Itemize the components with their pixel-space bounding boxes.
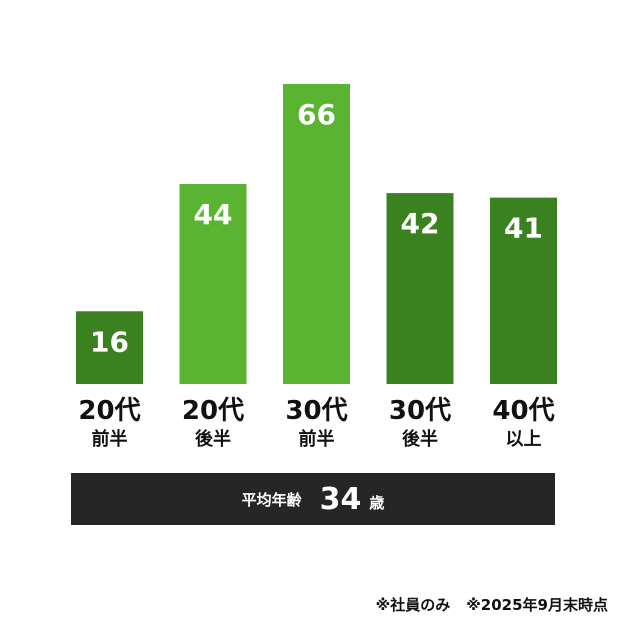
- bar-0: [76, 311, 143, 384]
- category-main-2: 30代: [285, 396, 348, 426]
- bar-value-label-1: 44: [194, 198, 233, 231]
- category-label-0: 20代前半: [60, 396, 160, 452]
- category-main-4: 40代: [492, 396, 555, 426]
- category-sub-1: 後半: [195, 429, 231, 450]
- average-age-box: 平均年齢 34 歳: [71, 473, 555, 525]
- bar-3: [386, 193, 454, 384]
- category-main-1: 20代: [181, 396, 245, 426]
- footnote-as-of-date: ※2025年9月末時点: [466, 596, 608, 614]
- category-label-1: 20代後半: [163, 396, 263, 452]
- category-sub-4: 以上: [505, 429, 542, 450]
- average-age-unit: 歳: [369, 493, 385, 512]
- footnote-employees-only: ※社員のみ: [375, 596, 451, 614]
- bar-4: [490, 197, 557, 384]
- category-sub-3: 後半: [402, 429, 438, 450]
- bar-value-label-3: 42: [401, 207, 440, 240]
- category-sub-0: 前半: [91, 429, 128, 450]
- bar-value-label-2: 66: [297, 98, 336, 131]
- category-label-4: 40代以上: [474, 396, 574, 452]
- category-label-3: 30代後半: [370, 396, 470, 452]
- category-label-2: 30代前半: [267, 396, 367, 452]
- category-main-0: 20代: [78, 396, 141, 426]
- bar-1: [179, 184, 247, 384]
- category-main-3: 30代: [388, 396, 452, 426]
- average-age-label: 平均年齢: [241, 490, 302, 509]
- bar-value-label-0: 16: [90, 325, 129, 358]
- footnote: ※社員のみ ※2025年9月末時点: [376, 594, 608, 615]
- average-age-value: 34: [319, 481, 362, 517]
- bar-2: [283, 84, 350, 384]
- bar-value-label-4: 41: [504, 212, 543, 245]
- category-sub-2: 前半: [298, 429, 335, 450]
- bar-chart: 16 44 66 42 41: [76, 84, 557, 384]
